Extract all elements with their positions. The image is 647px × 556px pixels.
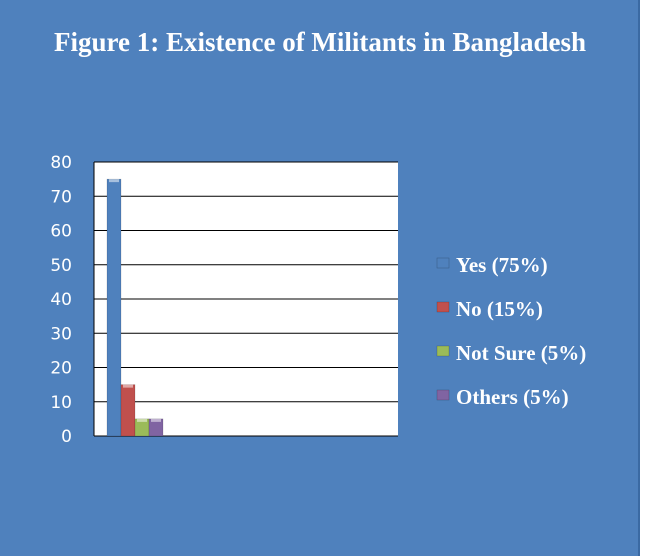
y-tick-label: 50 (50, 256, 72, 276)
y-tick-label: 40 (50, 290, 72, 310)
bar-top-highlight (137, 418, 147, 422)
legend-swatch (436, 389, 450, 401)
y-tick-label: 60 (50, 222, 72, 242)
y-tick-label: 70 (50, 187, 72, 207)
legend-swatch (436, 257, 450, 269)
bar-top-highlight (123, 384, 133, 388)
legend-label: No (15%) (456, 297, 543, 321)
legend-label: Yes (75%) (456, 253, 548, 277)
legend-label: Not Sure (5%) (456, 341, 586, 365)
y-tick-label: 20 (50, 359, 72, 379)
bar-no-15 (120, 384, 136, 437)
legend-swatch (436, 345, 450, 357)
y-tick-label: 30 (50, 324, 72, 344)
y-tick-label: 10 (50, 393, 72, 413)
y-tick-label: 80 (50, 153, 72, 173)
y-tick-label: 0 (61, 427, 72, 447)
bar-top-highlight (151, 418, 161, 422)
bar-top-highlight (109, 179, 119, 183)
chart-title: Figure 1: Existence of Militants in Bang… (53, 27, 586, 57)
legend-swatch (436, 301, 450, 313)
legend-label: Others (5%) (456, 385, 569, 409)
bar-yes-75 (106, 178, 122, 437)
